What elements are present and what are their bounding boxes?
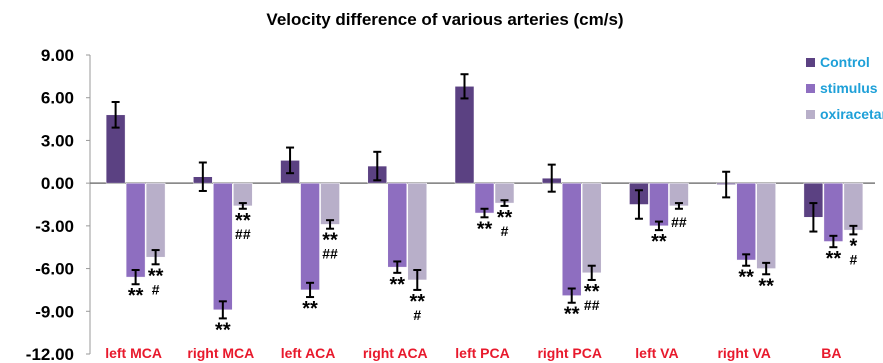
legend-label: Control: [820, 54, 870, 70]
bar: [407, 182, 428, 281]
bar: [649, 182, 669, 227]
legend: Control stimulus oxiracetam: [806, 54, 883, 122]
significance-mark: **: [738, 267, 754, 289]
significance-annotations: ****#****##****##****#****#****##**##** *…: [128, 207, 858, 341]
y-tick-label: 3.00: [41, 131, 74, 150]
significance-mark: **: [389, 274, 405, 296]
significance-mark: #: [152, 281, 160, 297]
category-label: left ACA: [281, 345, 336, 361]
y-tick-label: -3.00: [35, 217, 74, 236]
significance-mark: **: [235, 210, 251, 232]
significance-mark: ##: [671, 214, 687, 230]
legend-label: stimulus: [820, 80, 878, 96]
significance-mark: **: [651, 231, 667, 253]
y-tick-label: -12.00: [26, 345, 74, 363]
bars: [105, 73, 864, 320]
significance-mark: #: [413, 307, 421, 323]
chart-title: Velocity difference of various arteries …: [266, 10, 623, 29]
significance-mark: ##: [235, 226, 251, 242]
bar: [561, 182, 582, 296]
category-label: right PCA: [537, 345, 602, 361]
significance-mark: **: [322, 230, 338, 252]
bar: [300, 182, 320, 291]
legend-swatch: [806, 84, 815, 93]
y-tick-label: -9.00: [35, 302, 74, 321]
bar: [823, 182, 844, 242]
category-label: left VA: [635, 345, 678, 361]
bar: [145, 182, 166, 258]
significance-mark: **: [409, 291, 425, 313]
bar: [125, 182, 146, 278]
significance-mark: **: [564, 304, 580, 326]
bar: [320, 182, 340, 225]
significance-mark: **: [758, 275, 774, 297]
significance-mark: **: [477, 218, 493, 240]
significance-mark: **: [826, 248, 842, 270]
significance-mark: *: [849, 235, 857, 257]
category-label: left MCA: [105, 345, 162, 361]
bar: [581, 182, 602, 274]
significance-mark: #: [501, 223, 509, 239]
significance-mark: **: [215, 319, 231, 341]
significance-mark: ##: [322, 246, 338, 262]
significance-mark: **: [302, 298, 318, 320]
significance-mark: **: [148, 265, 164, 287]
bar: [843, 182, 864, 231]
legend-swatch: [806, 58, 815, 67]
category-label: right ACA: [363, 345, 428, 361]
bar: [756, 182, 776, 269]
category-labels: left MCA right MCA left ACA right ACA left P…: [105, 345, 841, 361]
category-label: BA: [821, 345, 841, 361]
significance-mark: **: [128, 285, 144, 307]
bar: [387, 182, 408, 268]
category-label: right MCA: [187, 345, 254, 361]
bar: [213, 182, 233, 311]
bar: [454, 86, 475, 184]
y-tick-label: 0.00: [41, 174, 74, 193]
significance-mark: ##: [584, 297, 600, 313]
y-tick-label: 9.00: [41, 46, 74, 65]
legend-label: oxiracetam: [820, 106, 883, 122]
legend-swatch: [806, 110, 815, 119]
significance-mark: **: [584, 281, 600, 303]
significance-mark: **: [497, 207, 513, 229]
category-label: right VA: [717, 345, 770, 361]
y-tick-label: 6.00: [41, 89, 74, 108]
significance-mark: #: [849, 251, 857, 267]
y-tick-label: -6.00: [35, 260, 74, 279]
bar: [736, 182, 756, 261]
category-label: left PCA: [455, 345, 509, 361]
